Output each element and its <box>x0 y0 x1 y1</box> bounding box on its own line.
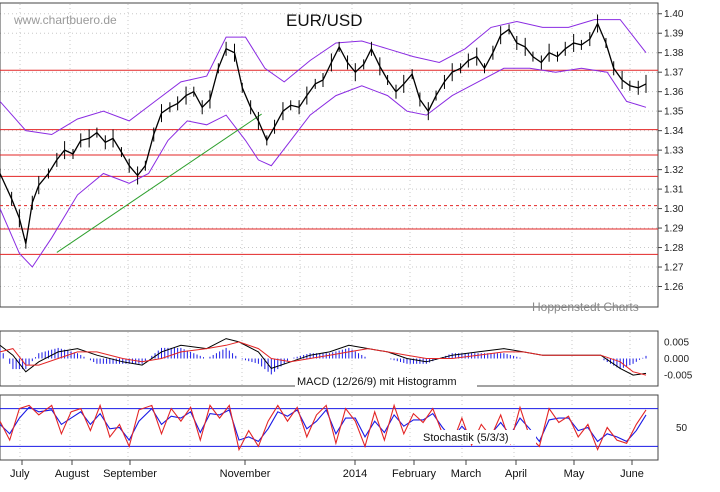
price-y-tick-label: 1.37 <box>664 68 684 79</box>
macd-y-tick-label: -0.005 <box>664 371 693 382</box>
price-y-tick-label: 1.32 <box>664 165 684 176</box>
stochastic-y-tick-label: 50 <box>676 423 688 434</box>
price-y-tick-label: 1.34 <box>664 126 684 137</box>
chart-title: EUR/USD <box>286 11 363 30</box>
stochastic-d-line <box>0 406 647 443</box>
price-y-tick-label: 1.29 <box>664 224 684 235</box>
price-y-tick-label: 1.27 <box>664 263 684 274</box>
price-close-line <box>0 21 647 244</box>
macd-layer <box>0 338 647 376</box>
stochastic-k-line <box>0 403 647 452</box>
price-y-tick-label: 1.30 <box>664 204 684 215</box>
x-tick-label: March <box>451 468 482 480</box>
source-note: Hoppenstedt Charts <box>532 300 639 314</box>
x-tick-label: September <box>103 468 157 480</box>
x-tick-label: June <box>620 468 644 480</box>
price-y-tick-label: 1.28 <box>664 243 684 254</box>
x-tick-label: April <box>505 468 527 480</box>
price-y-tick-label: 1.39 <box>664 29 684 40</box>
uptrend-line <box>56 113 262 253</box>
watermark: www.chartbuero.de <box>13 13 117 27</box>
macd-signal-line <box>0 341 647 376</box>
stochastic-panel-frame <box>0 394 659 461</box>
stochastic-layer <box>0 403 658 452</box>
macd-label-bg <box>295 374 477 387</box>
x-tick-label: August <box>55 468 89 480</box>
x-tick-label: 2014 <box>343 468 367 480</box>
bollinger-upper-band <box>0 19 647 136</box>
x-tick-label: November <box>220 468 271 480</box>
price-y-tick-label: 1.38 <box>664 48 684 59</box>
price-y-tick-label: 1.33 <box>664 146 684 157</box>
price-y-tick-label: 1.31 <box>664 185 684 196</box>
trendline-layer <box>56 113 262 253</box>
y-axis-ticks: 1.40 1.39 1.38 1.37 1.36 1.35 1.34 1.33 1.32 1.31… <box>658 9 693 434</box>
price-y-tick-label: 1.35 <box>664 107 684 118</box>
horizontal-lines <box>0 69 658 255</box>
stochastic-label-bg <box>420 430 536 444</box>
price-y-tick-label: 1.36 <box>664 87 684 98</box>
x-tick-label: July <box>10 468 30 480</box>
macd-y-tick-label: 0.005 <box>664 337 689 348</box>
price-series-layer <box>0 14 647 249</box>
macd-y-tick-label: 0.000 <box>664 354 689 365</box>
x-axis-ticks: July August September November 2014 February M… <box>10 460 644 480</box>
bollinger-bands <box>0 19 647 268</box>
bollinger-lower-band <box>0 67 647 268</box>
x-tick-label: February <box>392 468 437 480</box>
x-tick-label: May <box>564 468 585 480</box>
price-y-tick-label: 1.26 <box>664 282 684 293</box>
macd-label: MACD (12/26/9) mit Histogramm <box>297 376 457 388</box>
price-y-tick-label: 1.40 <box>664 9 684 20</box>
stochastic-label: Stochastik (5/3/3) <box>423 432 509 444</box>
